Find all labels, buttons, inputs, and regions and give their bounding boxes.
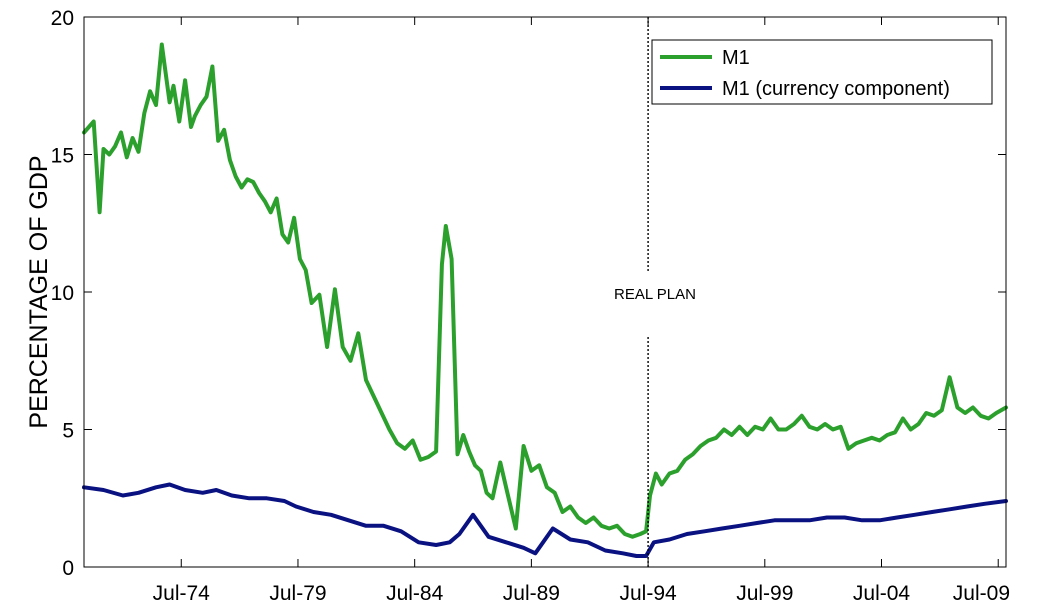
series-line-m1 (82, 42, 1008, 539)
x-tick-label: Jul-94 (619, 582, 677, 605)
legend-box (651, 39, 993, 105)
legend: M1 M1 (currency component) (651, 39, 993, 105)
x-tick-label: Jul-84 (386, 582, 444, 605)
real-plan-annotation: REAL PLAN (614, 286, 696, 303)
x-tick-label: Jul-89 (503, 582, 560, 605)
y-tick-label: 20 (51, 7, 74, 30)
legend-label-m1: M1 (722, 47, 750, 69)
y-tick-label: 10 (51, 282, 74, 305)
legend-label-currency: M1 (currency component) (722, 78, 950, 100)
x-tick-label: Jul-09 (953, 582, 1010, 605)
x-tick-label: Jul-99 (736, 582, 793, 605)
y-tick-label: 5 (62, 420, 74, 443)
x-tick-label: Jul-79 (269, 582, 326, 605)
series-layer (82, 42, 1008, 558)
x-tick-label: Jul-74 (153, 582, 211, 605)
y-tick-label: 0 (62, 557, 74, 580)
series-line-currency-component (82, 482, 1008, 558)
x-tick-label: Jul-04 (853, 582, 911, 605)
y-axis-label: PERCENTAGE OF GDP (25, 155, 53, 428)
y-tick-label: 15 (51, 145, 74, 168)
axis-layer: 0 5 10 15 20 Jul-74 Jul-79 Jul-84 Jul-89 Jul-94 Ju… (51, 7, 1010, 605)
